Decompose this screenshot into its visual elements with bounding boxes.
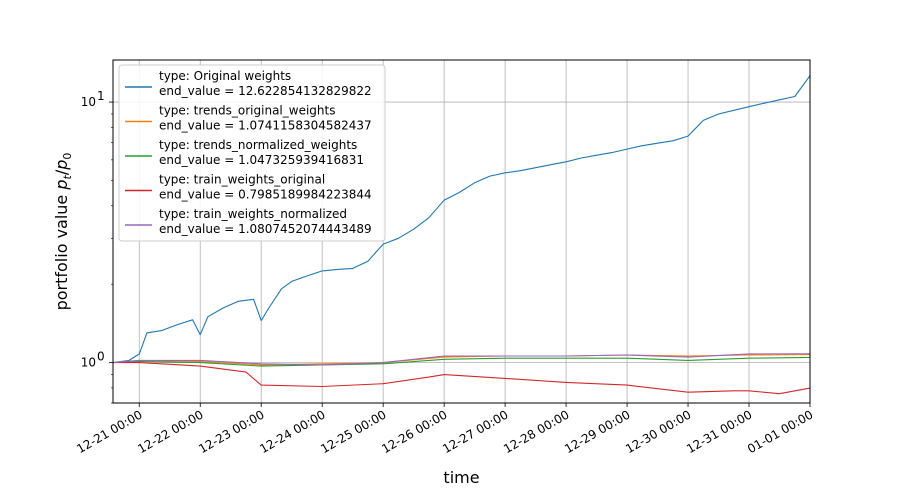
legend-series-name: type: trends_original_weights	[159, 104, 335, 118]
x-tick-label: 12-28 00:00	[501, 407, 571, 456]
x-axis-label: time	[443, 468, 479, 487]
legend-series-name: type: train_weights_normalized	[159, 207, 347, 221]
legend-box	[118, 64, 386, 242]
legend-end-value: end_value = 12.622854132829822	[159, 84, 372, 98]
y-axis-label: portfolio value pt/p0	[52, 153, 74, 311]
legend-end-value: end_value = 0.7985189984223844	[159, 188, 372, 202]
legend-end-value: end_value = 1.0807452074443489	[159, 222, 372, 236]
plot-frame	[112, 59, 811, 404]
x-tick-label: 12-22 00:00	[135, 407, 205, 456]
y-tick-exponent: 1	[97, 89, 105, 103]
x-tick-label: 12-26 00:00	[379, 407, 449, 456]
x-tick-label: 01-01 00:00	[745, 407, 815, 456]
series-line	[112, 75, 811, 364]
legend-series-name: type: Original weights	[159, 69, 291, 83]
x-tick-label: 12-23 00:00	[196, 407, 266, 456]
x-tick-label: 12-30 00:00	[623, 407, 693, 456]
series-lines	[112, 75, 811, 395]
series-line	[112, 356, 811, 367]
x-tick-label: 12-31 00:00	[684, 407, 754, 456]
x-tick-label: 12-24 00:00	[257, 407, 327, 456]
series-line	[112, 353, 811, 366]
y-tick-label: 10	[81, 356, 96, 370]
x-tick-label: 12-29 00:00	[562, 407, 632, 456]
legend-series-name: type: train_weights_original	[159, 173, 325, 187]
series-line	[113, 362, 811, 395]
x-tick-label: 12-27 00:00	[440, 407, 510, 456]
legend-series-name: type: trends_normalized_weights	[159, 138, 357, 152]
legend-end-value: end_value = 1.0741158304582437	[159, 119, 372, 133]
legend-end-value: end_value = 1.047325939416831	[159, 153, 364, 167]
series-line	[112, 354, 811, 366]
x-tick-label: 12-25 00:00	[318, 407, 388, 456]
x-tick-label: 12-21 00:00	[74, 407, 144, 456]
y-tick-exponent: 0	[97, 350, 105, 364]
y-tick-label: 10	[81, 95, 96, 109]
